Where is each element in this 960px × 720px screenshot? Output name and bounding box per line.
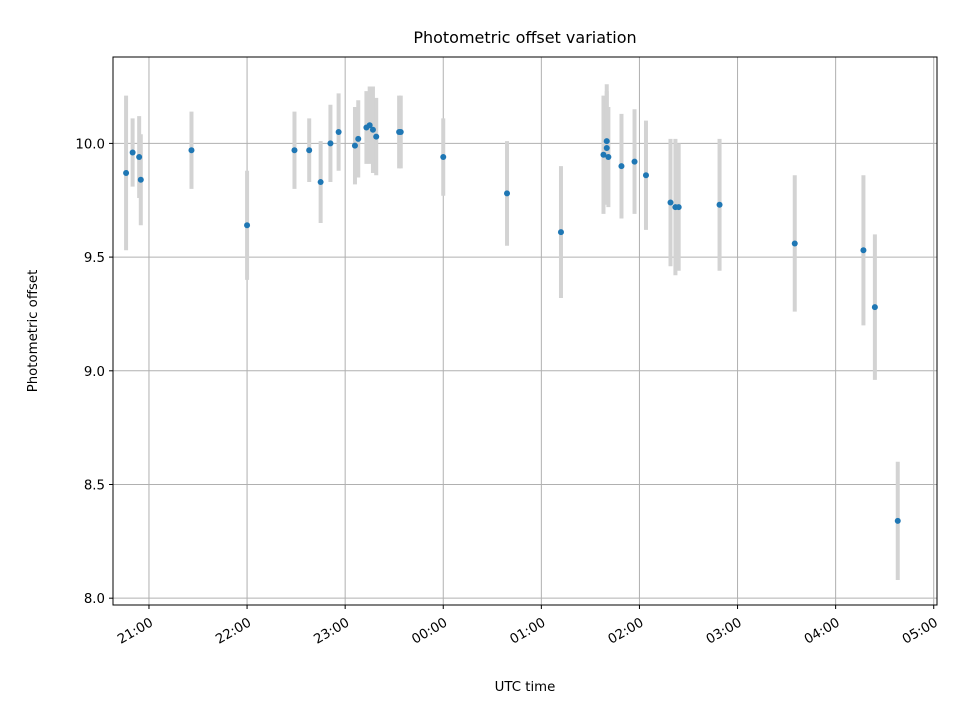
y-tick-label: 8.5: [84, 478, 105, 493]
data-point: [871, 304, 878, 311]
data-point: [306, 147, 313, 154]
data-point: [136, 154, 143, 161]
y-tick-label: 9.0: [84, 365, 105, 380]
data-point: [791, 240, 798, 247]
data-point: [894, 517, 901, 524]
plot-frame: [112, 56, 938, 606]
data-point: [351, 142, 358, 149]
data-point: [618, 163, 625, 170]
data-point: [603, 144, 610, 151]
x-axis-label: UTC time: [495, 680, 556, 695]
data-points: [123, 122, 901, 524]
data-point: [369, 126, 376, 133]
data-point: [716, 201, 723, 208]
data-point: [291, 147, 298, 154]
data-point: [642, 172, 649, 179]
y-tick-label: 9.5: [84, 251, 105, 266]
data-point: [557, 229, 564, 236]
y-axis-label: Photometric offset: [26, 270, 41, 393]
data-point: [667, 199, 674, 206]
data-point: [123, 169, 130, 176]
data-point: [355, 135, 362, 142]
data-point: [317, 179, 324, 186]
data-point: [603, 138, 610, 145]
data-point: [504, 190, 511, 197]
data-point: [440, 154, 447, 161]
data-point: [327, 140, 334, 147]
data-point: [129, 149, 136, 156]
data-point: [397, 129, 404, 136]
data-point: [373, 133, 380, 140]
data-point: [675, 204, 682, 211]
chart-title: Photometric offset variation: [413, 28, 636, 47]
grid-lines: [113, 57, 937, 605]
data-point: [244, 222, 251, 229]
y-tick-label: 10.0: [75, 137, 105, 152]
data-point: [335, 129, 342, 136]
data-point: [600, 151, 607, 158]
data-point: [188, 147, 195, 154]
y-tick-label: 8.0: [84, 592, 105, 607]
data-point: [366, 122, 373, 129]
data-point: [605, 154, 612, 161]
data-point: [137, 176, 144, 183]
y-axis-ticks: 8.0 8.5 9.0 9.5 10.0: [75, 137, 113, 607]
data-point: [860, 247, 867, 254]
data-point: [631, 158, 638, 165]
